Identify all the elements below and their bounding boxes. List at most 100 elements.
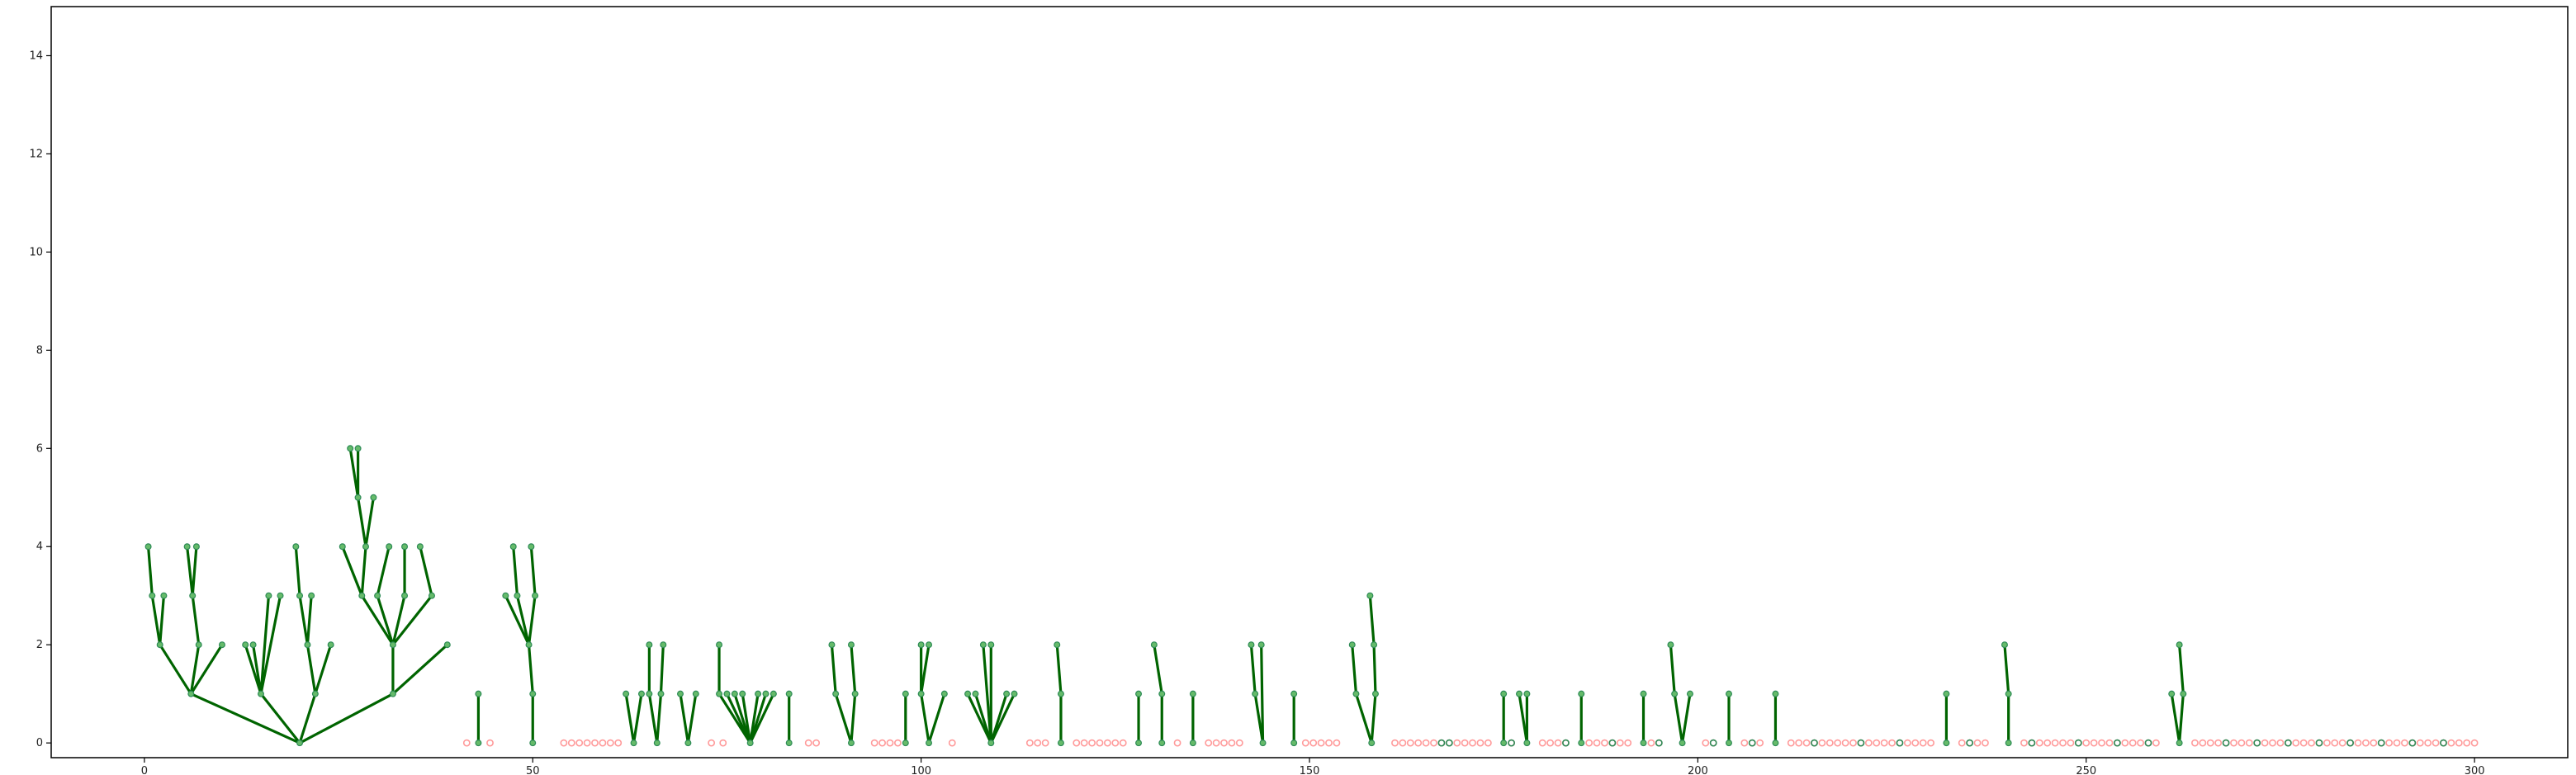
leaf-point [2191, 739, 2199, 747]
tree-node [987, 740, 995, 747]
tree-node [646, 690, 653, 697]
tree-node [1290, 740, 1298, 747]
tree-node [443, 641, 451, 649]
tree-edge [191, 545, 198, 598]
leaf-point [575, 739, 584, 747]
tree-node [249, 641, 257, 649]
tree-node [1772, 740, 1779, 747]
tree-node [296, 740, 304, 747]
leaf-point [1173, 739, 1181, 747]
tree-node [1515, 690, 1522, 697]
tree-node [731, 690, 738, 697]
tree-node [304, 641, 311, 649]
tree-node [1158, 690, 1166, 697]
tree-node [1500, 740, 1508, 747]
tree-node [509, 543, 517, 551]
leaf-point [870, 739, 878, 747]
leaf-point [1080, 739, 1088, 747]
tree-node [218, 641, 225, 649]
tree-node [1150, 641, 1158, 649]
tree-edge [391, 643, 449, 696]
leaf-point [2098, 739, 2105, 747]
leaf-point [1624, 739, 1632, 747]
tree-node [926, 641, 933, 649]
leaf-point [1453, 739, 1461, 747]
tree-edge [632, 692, 643, 744]
tree-node [529, 740, 537, 747]
leaf-point-green [2408, 739, 2417, 747]
leaf-point [1795, 739, 1803, 747]
leaf-point [1911, 739, 1920, 747]
tree-node [2001, 641, 2008, 649]
tree-edge [419, 545, 433, 598]
leaf-point [2338, 739, 2346, 747]
tree-node [940, 690, 948, 697]
tree-node [386, 543, 393, 551]
tree-edge [2178, 692, 2185, 744]
tree-edge [1354, 692, 1373, 744]
y-tick-label: 14 [29, 50, 43, 62]
tree-edge [1055, 643, 1063, 696]
tree-edge [364, 496, 376, 548]
leaf-point [2067, 739, 2075, 747]
tree-node [144, 543, 152, 551]
tree-edge [529, 545, 537, 598]
leaf-point [1802, 739, 1811, 747]
leaf-point [2292, 739, 2300, 747]
tree-edge [305, 594, 313, 646]
tree-edge [850, 643, 857, 696]
tree-edge [1260, 643, 1265, 744]
tree-edge [2170, 692, 2181, 744]
tree-node [374, 592, 381, 599]
leaf-point [1096, 739, 1104, 747]
tree-edge [150, 594, 162, 646]
y-tick-label: 4 [36, 541, 43, 553]
leaf-point [1880, 739, 1888, 747]
leaf-point [2214, 739, 2223, 747]
tree-edge [850, 692, 857, 744]
leaf-point [583, 739, 591, 747]
tree-node [623, 690, 630, 697]
tree-node [475, 690, 482, 697]
tree-edge [527, 643, 534, 696]
tree-node [160, 592, 168, 599]
tree-node [1257, 641, 1265, 649]
tree-node [926, 740, 933, 747]
plot-area [50, 6, 2569, 758]
tree-node [1523, 740, 1531, 747]
leaf-point [2463, 739, 2471, 747]
tree-edge [186, 545, 194, 598]
tree-node [964, 690, 972, 697]
tree-node [1523, 690, 1531, 697]
leaf-point [1073, 739, 1081, 747]
tree-node [1348, 641, 1356, 649]
tree-edge [512, 545, 519, 598]
leaf-point-green [2377, 739, 2385, 747]
leaf-point [719, 739, 727, 747]
tree-edge [927, 692, 946, 744]
leaf-point [2424, 739, 2432, 747]
tree-edge [741, 692, 752, 744]
leaf-point [1111, 739, 1120, 747]
tree-node [1259, 740, 1267, 747]
leaf-point [1461, 739, 1469, 747]
leaf-point [1849, 739, 1857, 747]
leaf-point [1888, 739, 1896, 747]
leaf-point [2105, 739, 2114, 747]
leaf-point [1422, 739, 1430, 747]
tree-edge [679, 692, 690, 744]
tree-node [755, 690, 762, 697]
tree-edge [189, 643, 224, 696]
tree-node [716, 641, 723, 649]
tree-node [242, 641, 249, 649]
tree-node [637, 690, 645, 697]
tree-edge [251, 643, 263, 696]
tree-node [692, 690, 699, 697]
tree-node [1054, 641, 1061, 649]
y-tick-label: 8 [36, 344, 43, 357]
tree-node [847, 740, 855, 747]
tree-node [1352, 690, 1360, 697]
tree-edge [314, 643, 333, 696]
leaf-point [606, 739, 614, 747]
